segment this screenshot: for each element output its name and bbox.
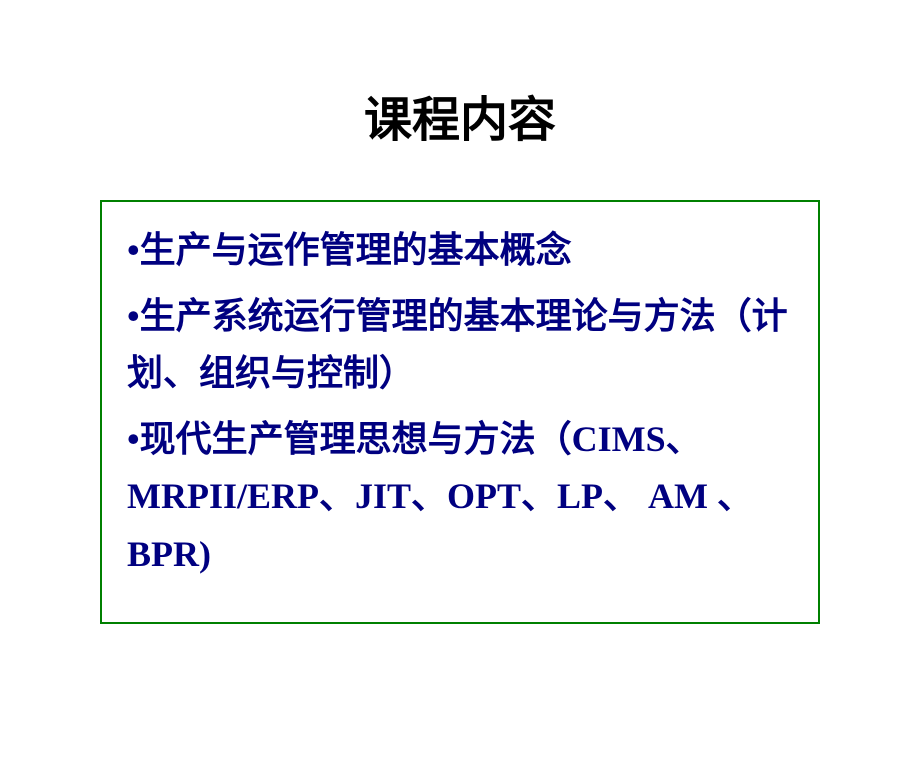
list-item: •现代生产管理思想与方法（CIMS、MRPII/ERP、JIT、OPT、LP、 … xyxy=(127,411,793,584)
list-item: •生产与运作管理的基本概念 xyxy=(127,222,793,280)
bullet-text: 生产系统运行管理的基本理论与方法（计划、组织与控制） xyxy=(127,296,788,394)
slide-title: 课程内容 xyxy=(0,80,920,150)
content-box: •生产与运作管理的基本概念 •生产系统运行管理的基本理论与方法（计划、组织与控制… xyxy=(100,200,820,624)
list-item: •生产系统运行管理的基本理论与方法（计划、组织与控制） xyxy=(127,288,793,403)
bullet-marker: • xyxy=(127,419,140,459)
bullet-text: 生产与运作管理的基本概念 xyxy=(140,230,572,270)
bullet-text: 现代生产管理思想与方法（CIMS、MRPII/ERP、JIT、OPT、LP、 A… xyxy=(127,419,753,574)
bullet-marker: • xyxy=(127,230,140,270)
bullet-marker: • xyxy=(127,296,140,336)
